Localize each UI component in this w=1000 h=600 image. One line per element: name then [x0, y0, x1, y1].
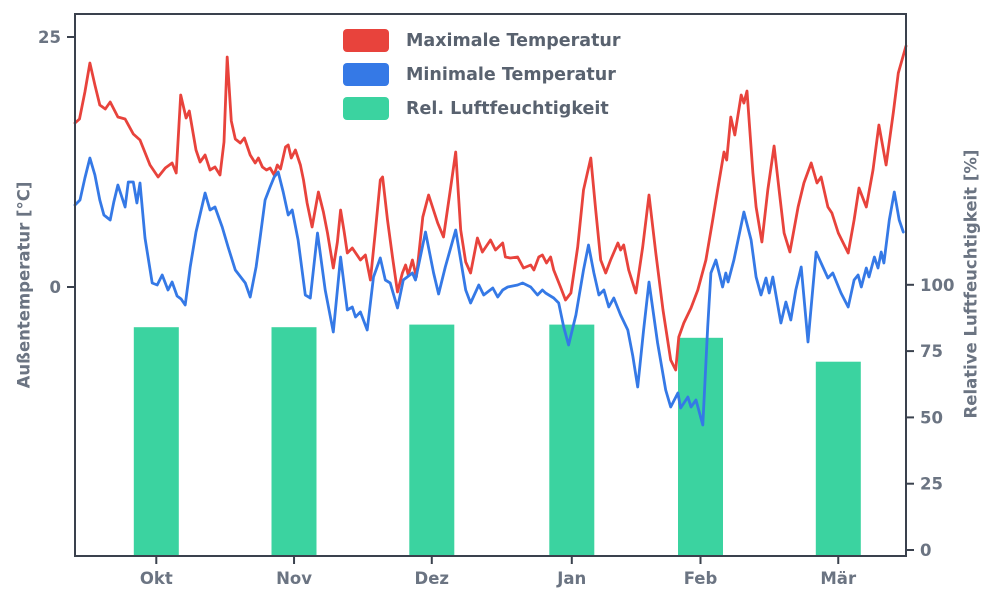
- humidity-bar-Nov: [271, 327, 317, 556]
- left-tick-label: 0: [50, 278, 61, 297]
- legend-item-min-temp: Minimale Temperatur: [343, 63, 621, 86]
- left-tick-label: 25: [38, 28, 61, 47]
- min-temp-line: [73, 156, 905, 427]
- legend-label: Maximale Temperatur: [406, 30, 621, 51]
- x-tick-label: Feb: [684, 569, 718, 588]
- x-tick-label: Jan: [556, 569, 586, 588]
- max-temp-swatch: [343, 29, 389, 52]
- humidity-bar-Jan: [549, 324, 595, 556]
- humidity-bar-Okt: [133, 327, 179, 556]
- right-tick-label: 50: [920, 408, 943, 427]
- humidity-swatch: [343, 97, 389, 120]
- humidity-bars: [133, 324, 861, 556]
- humidity-bar-Dez: [409, 324, 455, 556]
- legend-item-humidity: Rel. Luftfeuchtigkeit: [343, 97, 621, 120]
- legend-label: Minimale Temperatur: [406, 64, 616, 85]
- x-tick-label: Nov: [276, 569, 312, 588]
- right-tick-label: 25: [920, 475, 943, 494]
- x-tick-label: Okt: [140, 569, 173, 588]
- x-tick-label: Dez: [415, 569, 450, 588]
- temperature-lines: [73, 44, 908, 427]
- humidity-bar-Mär: [815, 361, 861, 556]
- humidity-bar-Feb: [678, 337, 723, 556]
- max-temp-line: [73, 44, 908, 372]
- x-tick-label: Mär: [820, 569, 857, 588]
- right-tick-label: 0: [920, 541, 931, 560]
- chart-legend: Maximale Temperatur Minimale Temperatur …: [343, 29, 621, 120]
- right-tick-label: 75: [920, 342, 943, 361]
- legend-item-max-temp: Maximale Temperatur: [343, 29, 621, 52]
- left-axis-title: Außentemperatur [°C]: [14, 181, 34, 389]
- right-axis-title: Relative Luftfeuchtigkeit [%]: [961, 149, 981, 419]
- right-tick-label: 100: [920, 276, 954, 295]
- min-temp-swatch: [343, 63, 389, 86]
- axis-ticks: 0 25 0 25 50 75 100 Okt Nov Dez Jan Feb Mär: [38, 28, 954, 588]
- legend-label: Rel. Luftfeuchtigkeit: [406, 98, 609, 119]
